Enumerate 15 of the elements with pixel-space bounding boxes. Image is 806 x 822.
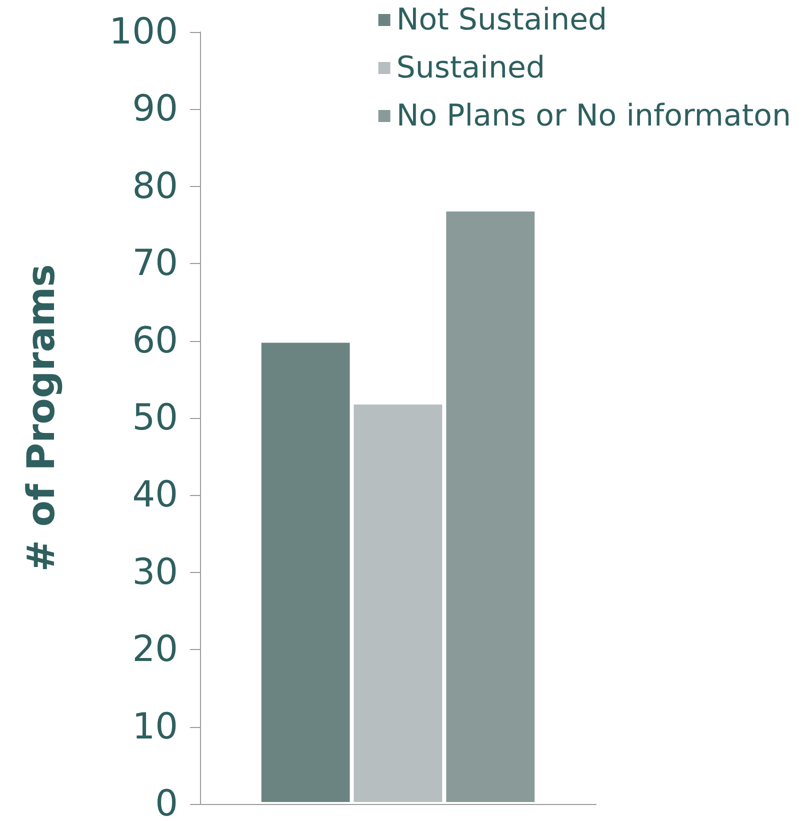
y-tick-label: 20 bbox=[132, 629, 178, 670]
y-tick-label: 70 bbox=[132, 243, 178, 284]
legend-label: No Plans or No informaton bbox=[396, 98, 791, 134]
y-tick-label: 50 bbox=[132, 398, 178, 438]
y-tick-label: 60 bbox=[132, 320, 178, 362]
y-tick-label: 100 bbox=[109, 12, 178, 52]
y-tick-label: 90 bbox=[132, 88, 178, 130]
y-tick-label: 80 bbox=[132, 166, 178, 207]
legend-label: Sustained bbox=[396, 50, 545, 86]
y-axis-title: # of Programs bbox=[19, 264, 63, 572]
legend-label: Not Sustained bbox=[396, 2, 608, 38]
y-tick-label: 40 bbox=[132, 474, 178, 516]
y-tick-label: 30 bbox=[132, 552, 178, 593]
y-tick-label: 10 bbox=[132, 706, 178, 748]
y-tick-label: 0 bbox=[155, 784, 178, 822]
